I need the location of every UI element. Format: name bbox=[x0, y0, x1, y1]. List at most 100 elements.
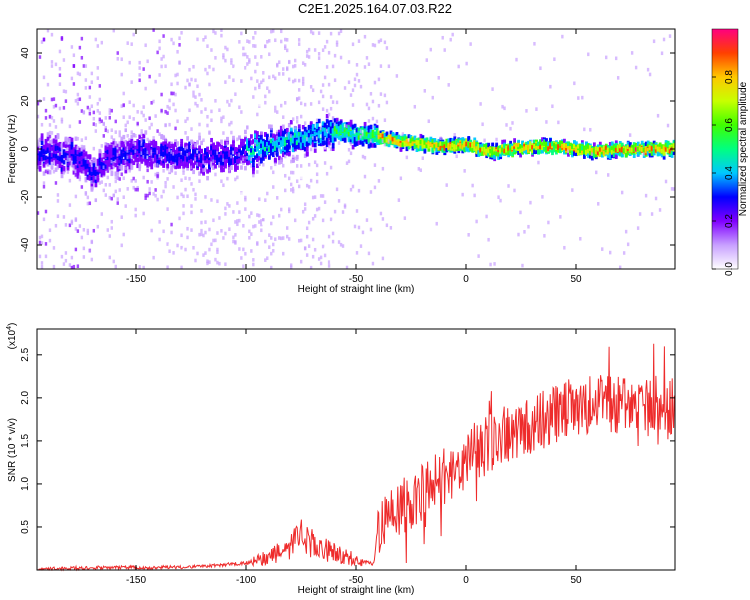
spectral-cell bbox=[38, 151, 42, 156]
spectral-noise bbox=[258, 220, 261, 224]
spectral-cell bbox=[269, 133, 273, 138]
spectral-cell bbox=[56, 148, 60, 153]
spectral-noise bbox=[80, 138, 84, 142]
spectral-noise bbox=[563, 245, 566, 250]
spectral-cell bbox=[234, 167, 237, 172]
spectral-noise bbox=[88, 249, 92, 253]
spectral-noise bbox=[180, 192, 183, 197]
spectral-cell bbox=[76, 167, 80, 173]
spectral-noise bbox=[224, 45, 227, 50]
spectral-cell bbox=[200, 148, 203, 154]
spectral-noise bbox=[327, 50, 331, 55]
spectral-cell bbox=[82, 155, 86, 160]
spectral-noise bbox=[212, 129, 215, 133]
spectral-cell bbox=[132, 147, 136, 153]
spectral-cell bbox=[359, 140, 363, 145]
spectral-noise bbox=[313, 204, 317, 209]
spectral-noise bbox=[351, 42, 355, 47]
spectral-cell bbox=[80, 169, 84, 174]
spectral-cell bbox=[457, 140, 461, 146]
spectral-cell bbox=[309, 132, 313, 138]
spectral-cell bbox=[40, 156, 44, 162]
spectral-noise bbox=[276, 135, 279, 140]
spectral-cell bbox=[202, 156, 205, 161]
spectral-cell bbox=[335, 129, 339, 134]
spectral-cell bbox=[393, 133, 397, 138]
spectral-noise bbox=[60, 119, 64, 124]
spectral-noise bbox=[260, 219, 263, 223]
spectral-noise bbox=[130, 139, 133, 143]
spectral-noise bbox=[291, 154, 295, 159]
spectral-noise bbox=[311, 216, 315, 221]
spectral-noise bbox=[246, 155, 249, 160]
spectral-cell bbox=[106, 155, 110, 161]
spectral-cell bbox=[150, 158, 154, 163]
spectral-cell bbox=[291, 135, 295, 140]
spectral-cell bbox=[453, 147, 457, 152]
spectral-noise bbox=[112, 28, 115, 33]
spectral-noise bbox=[54, 181, 58, 185]
spectral-noise bbox=[230, 120, 233, 125]
spectral-noise bbox=[134, 134, 137, 138]
spectral-noise bbox=[194, 101, 197, 106]
spectral-noise bbox=[190, 127, 193, 131]
spectral-noise bbox=[250, 206, 253, 210]
spectral-noise bbox=[128, 136, 131, 141]
spectral-noise bbox=[106, 129, 109, 134]
spectral-noise bbox=[256, 170, 259, 174]
spectral-noise bbox=[128, 168, 131, 173]
spectral-cell bbox=[499, 145, 503, 150]
spectral-noise bbox=[367, 119, 371, 123]
spectral-noise bbox=[100, 144, 103, 148]
spectral-cell bbox=[289, 131, 293, 136]
spectral-cell bbox=[291, 158, 295, 164]
spectral-cell bbox=[92, 170, 96, 175]
spectral-noise bbox=[70, 255, 74, 260]
spectral-cell bbox=[104, 164, 108, 169]
spectral-cell bbox=[307, 135, 311, 140]
spectral-cell bbox=[317, 130, 321, 135]
spectral-cell bbox=[553, 142, 556, 148]
spectral-noise bbox=[174, 73, 177, 78]
spectral-noise bbox=[272, 170, 275, 175]
spectral-noise bbox=[282, 218, 285, 222]
spectral-noise bbox=[210, 48, 213, 52]
spectral-noise bbox=[234, 241, 237, 245]
spectral-cell bbox=[98, 151, 102, 156]
spectral-noise bbox=[369, 91, 373, 96]
spectral-noise bbox=[234, 220, 237, 224]
spectral-cell bbox=[152, 139, 156, 144]
spectral-noise bbox=[98, 117, 102, 122]
spectral-noise bbox=[140, 151, 143, 155]
spectral-cell bbox=[551, 150, 554, 156]
spectral-cell bbox=[168, 151, 172, 156]
spectral-noise bbox=[467, 233, 470, 237]
spectral-cell bbox=[259, 155, 263, 161]
spectral-cell bbox=[188, 141, 192, 146]
spectral-cell bbox=[475, 146, 479, 151]
spectral-cell bbox=[250, 150, 253, 155]
spectral-noise bbox=[224, 58, 227, 63]
spectral-cell bbox=[204, 155, 207, 161]
spectral-noise bbox=[48, 238, 52, 243]
spectral-cell bbox=[182, 164, 186, 169]
spectral-cell bbox=[533, 139, 536, 145]
spectral-cell bbox=[391, 139, 395, 145]
spectral-noise bbox=[130, 92, 133, 96]
spectral-noise bbox=[50, 60, 54, 64]
spectral-cell bbox=[44, 138, 48, 144]
spectral-noise bbox=[258, 197, 261, 202]
spectral-noise bbox=[96, 76, 100, 80]
spectral-cell bbox=[473, 137, 477, 142]
spectral-cell bbox=[114, 155, 118, 160]
spectral-cell bbox=[309, 138, 313, 143]
spectral-noise bbox=[280, 103, 283, 108]
spectral-noise bbox=[36, 101, 40, 106]
spectral-cell bbox=[244, 166, 247, 171]
spectral-cell bbox=[64, 143, 68, 149]
spectral-noise bbox=[192, 245, 195, 250]
spectral-noise bbox=[311, 237, 315, 242]
spectral-noise bbox=[313, 48, 317, 52]
spectral-noise bbox=[234, 177, 237, 182]
spectral-noise bbox=[220, 228, 223, 233]
